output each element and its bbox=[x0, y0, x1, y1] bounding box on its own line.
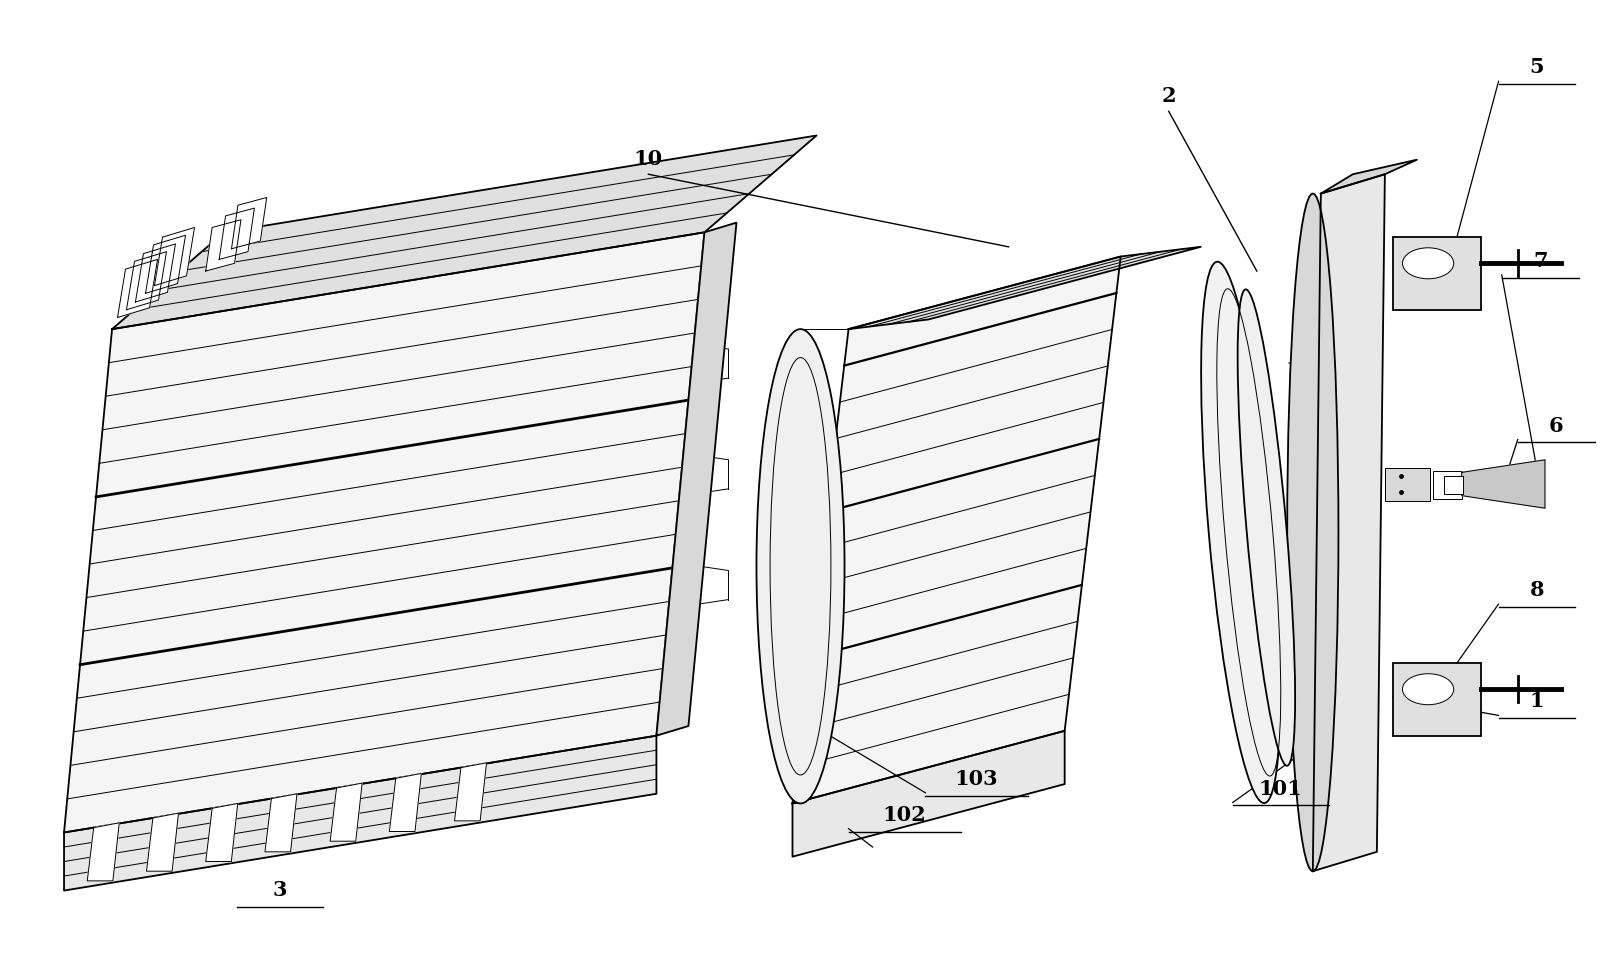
Ellipse shape bbox=[1201, 261, 1281, 803]
Polygon shape bbox=[1321, 160, 1417, 194]
Polygon shape bbox=[64, 736, 656, 891]
FancyBboxPatch shape bbox=[1433, 471, 1462, 499]
Polygon shape bbox=[266, 794, 298, 852]
Text: 10: 10 bbox=[634, 149, 663, 169]
Polygon shape bbox=[1313, 174, 1385, 871]
Polygon shape bbox=[86, 823, 118, 881]
Polygon shape bbox=[154, 227, 195, 286]
Text: 8: 8 bbox=[1529, 580, 1545, 600]
Polygon shape bbox=[1462, 460, 1545, 508]
FancyBboxPatch shape bbox=[1393, 237, 1481, 310]
Circle shape bbox=[1402, 674, 1454, 705]
Text: 101: 101 bbox=[1258, 778, 1303, 799]
Polygon shape bbox=[146, 235, 186, 293]
Polygon shape bbox=[112, 136, 817, 329]
Polygon shape bbox=[656, 223, 736, 736]
Ellipse shape bbox=[1238, 289, 1295, 766]
Polygon shape bbox=[455, 763, 487, 821]
Text: 5: 5 bbox=[1529, 57, 1545, 77]
Text: 3: 3 bbox=[272, 880, 288, 900]
Polygon shape bbox=[205, 803, 239, 862]
Polygon shape bbox=[147, 813, 179, 871]
Polygon shape bbox=[389, 773, 421, 832]
Polygon shape bbox=[330, 783, 362, 841]
Polygon shape bbox=[232, 197, 267, 249]
Text: 6: 6 bbox=[1548, 415, 1564, 436]
Polygon shape bbox=[849, 247, 1201, 329]
Polygon shape bbox=[792, 257, 1121, 803]
Polygon shape bbox=[219, 208, 255, 259]
Ellipse shape bbox=[756, 329, 845, 803]
Ellipse shape bbox=[1287, 194, 1338, 871]
Polygon shape bbox=[792, 731, 1065, 857]
Text: 2: 2 bbox=[1161, 86, 1177, 106]
FancyBboxPatch shape bbox=[1393, 663, 1481, 736]
FancyBboxPatch shape bbox=[1385, 468, 1430, 501]
Polygon shape bbox=[117, 259, 157, 318]
Polygon shape bbox=[126, 252, 167, 310]
Text: 1: 1 bbox=[1529, 691, 1545, 711]
Text: 7: 7 bbox=[1532, 251, 1548, 271]
Polygon shape bbox=[205, 220, 240, 271]
Polygon shape bbox=[64, 232, 704, 832]
Text: 102: 102 bbox=[882, 804, 927, 825]
Polygon shape bbox=[136, 244, 176, 302]
FancyBboxPatch shape bbox=[1444, 476, 1463, 494]
Circle shape bbox=[1402, 248, 1454, 279]
Text: 103: 103 bbox=[954, 769, 999, 789]
